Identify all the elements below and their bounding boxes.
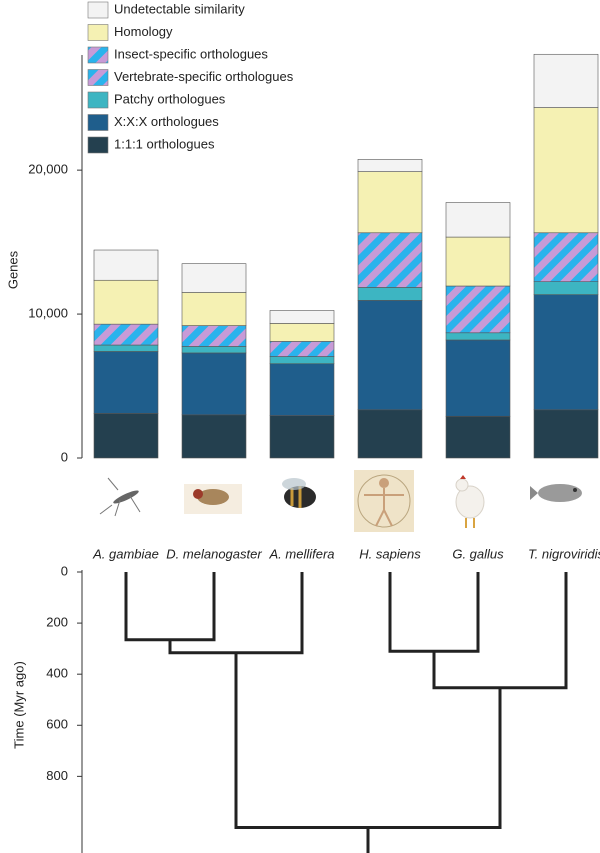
legend-label: Homology (114, 24, 173, 39)
fly-icon (184, 484, 242, 514)
bar-segment (445, 236, 511, 287)
bar-segment (357, 287, 423, 301)
bar-segment (533, 409, 599, 459)
mosquito-icon (99, 477, 141, 517)
bar-segment (533, 107, 599, 234)
bar-segment (93, 323, 159, 346)
category-label: D. melanogaster (166, 546, 262, 561)
bar-segment (269, 415, 335, 459)
time-tick-label: 400 (46, 666, 68, 681)
organism-icons (99, 470, 582, 532)
time-tick-label: 200 (46, 615, 68, 630)
legend-label: Insect-specific orthologues (114, 46, 268, 61)
category-label: A. mellifera (268, 546, 334, 561)
bar-segment (269, 323, 335, 342)
legend-label: 1:1:1 orthologues (114, 136, 215, 151)
bar-segment (93, 249, 159, 281)
human-icon (354, 470, 414, 532)
legend-swatch (87, 91, 109, 109)
legend-swatch (87, 1, 109, 19)
bar-segment (181, 352, 247, 416)
bar-segment (181, 325, 247, 347)
bar-segment (181, 414, 247, 459)
bar-segment (445, 332, 511, 341)
y-tick-label: 20,000 (28, 162, 68, 177)
time-tick-label: 600 (46, 717, 68, 732)
legend-swatch (87, 136, 109, 154)
time-axis-label: Time (Myr ago) (11, 661, 26, 749)
category-label: H. sapiens (359, 546, 421, 561)
bar-segment (181, 263, 247, 293)
legend-swatch (87, 46, 109, 64)
bar-segment (357, 159, 423, 172)
bar-segment (533, 294, 599, 411)
legend-label: X:X:X orthologues (114, 114, 219, 129)
bar-segment (181, 292, 247, 326)
pufferfish-icon (530, 484, 582, 502)
bar-segment (93, 279, 159, 325)
bar-segment (533, 281, 599, 295)
bar-segment (269, 356, 335, 365)
bar-segment (93, 413, 159, 459)
legend-swatch (87, 114, 109, 131)
bar-segment (357, 171, 423, 234)
legend-label: Vertebrate-specific orthologues (114, 69, 294, 84)
y-axis-label: Genes (5, 250, 20, 289)
bar-segment (269, 310, 335, 324)
bar-segment (445, 339, 511, 417)
legend-label: Undetectable similarity (114, 1, 245, 16)
bar-segment (533, 53, 599, 108)
time-tick-label: 0 (61, 563, 68, 578)
y-tick-label: 0 (61, 449, 68, 464)
category-label: G. gallus (452, 546, 504, 561)
bar-segment (93, 344, 159, 352)
bar-segment (269, 363, 335, 416)
bar-segment (93, 351, 159, 414)
legend-swatch (87, 24, 109, 41)
bar-segment (357, 409, 423, 459)
chicken-icon (455, 475, 485, 528)
y-tick-label: 10,000 (28, 306, 68, 321)
bar-segment (533, 232, 599, 282)
legend-label: Patchy orthologues (114, 91, 226, 106)
time-tick-label: 800 (46, 768, 68, 783)
bar-segment (445, 202, 511, 238)
bar-segment (269, 341, 335, 357)
legend-swatch (87, 69, 109, 86)
bar-segment (181, 346, 247, 354)
bar-segment (357, 232, 423, 288)
bar-segment (357, 300, 423, 411)
category-label: T. nigroviridis (528, 546, 600, 561)
bee-icon (282, 478, 316, 508)
bar-segment (445, 285, 511, 334)
category-label: A. gambiae (92, 546, 159, 561)
bar-segment (445, 415, 511, 459)
